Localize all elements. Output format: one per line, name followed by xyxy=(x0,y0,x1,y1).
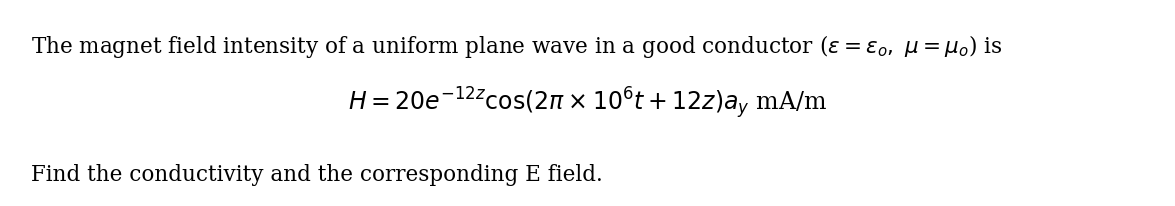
Text: Find the conductivity and the corresponding E field.: Find the conductivity and the correspond… xyxy=(31,164,603,185)
Text: $H = 20e^{-12z}\cos(2\pi \times 10^6 t + 12z)a_y$ mA/m: $H = 20e^{-12z}\cos(2\pi \times 10^6 t +… xyxy=(348,85,827,121)
Text: The magnet field intensity of a uniform plane wave in a good conductor ($\vareps: The magnet field intensity of a uniform … xyxy=(31,33,1002,60)
